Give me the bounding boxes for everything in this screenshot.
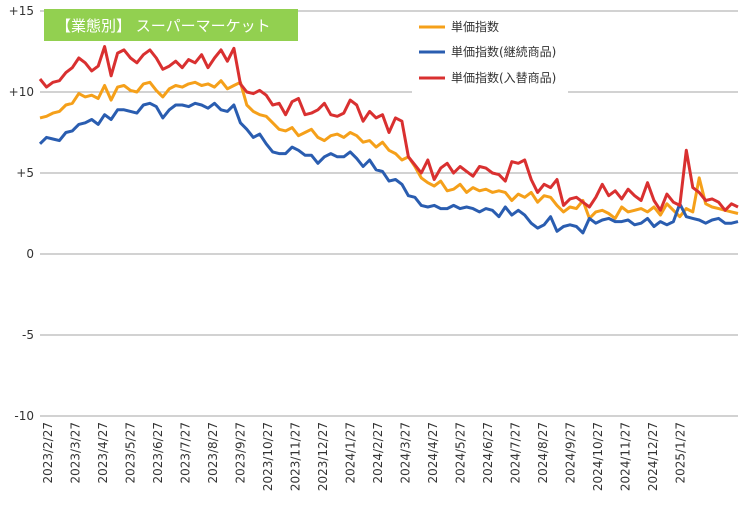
series-line-2 bbox=[38, 101, 739, 235]
x-tick-label: 2023/10/27 bbox=[261, 422, 275, 491]
series-lines bbox=[38, 45, 739, 235]
x-tick-label: 2023/5/27 bbox=[124, 422, 138, 484]
x-tick-label: 2024/1/27 bbox=[344, 422, 358, 484]
x-tick-label: 2024/4/27 bbox=[426, 422, 440, 484]
y-tick-label: +15 bbox=[9, 4, 34, 18]
x-tick-label: 2023/7/27 bbox=[179, 422, 193, 484]
y-tick-label: -10 bbox=[14, 409, 34, 423]
gridlines bbox=[40, 10, 738, 417]
x-tick-label: 2023/8/27 bbox=[206, 422, 220, 484]
x-tick-label: 2024/9/27 bbox=[564, 422, 578, 484]
x-tick-label: 2024/11/27 bbox=[619, 422, 633, 491]
series-line-3 bbox=[38, 45, 739, 212]
y-tick-label: 0 bbox=[26, 247, 34, 261]
chart-title: 【業態別】 スーパーマーケット bbox=[56, 17, 271, 35]
x-tick-label: 2024/7/27 bbox=[509, 422, 523, 484]
x-tick-label: 2024/2/27 bbox=[371, 422, 385, 484]
chart-title-background bbox=[44, 9, 298, 41]
legend-label: 単価指数(継続商品) bbox=[451, 44, 556, 59]
x-tick-label: 2023/2/27 bbox=[41, 422, 55, 484]
x-tick-label: 2023/4/27 bbox=[96, 422, 110, 484]
legend-label: 単価指数 bbox=[451, 19, 499, 34]
x-axis-ticks: 2023/2/27 2023/3/27 2023/4/27 2023/5/27 2023… bbox=[41, 422, 688, 491]
x-tick-label: 2024/12/27 bbox=[646, 422, 660, 491]
legend-label: 単価指数(入替商品) bbox=[451, 70, 556, 85]
x-tick-label: 2023/6/27 bbox=[151, 422, 165, 484]
x-tick-label: 2023/11/27 bbox=[289, 422, 303, 491]
y-tick-label: +10 bbox=[9, 85, 34, 99]
x-tick-label: 2023/3/27 bbox=[69, 422, 83, 484]
series-line-1 bbox=[39, 79, 739, 220]
chart-title-box: 【業態別】 スーパーマーケット bbox=[44, 9, 298, 41]
y-tick-label: +5 bbox=[16, 166, 34, 180]
x-tick-label: 2023/9/27 bbox=[234, 422, 248, 484]
x-tick-label: 2024/8/27 bbox=[536, 422, 550, 484]
x-tick-label: 2025/1/27 bbox=[674, 422, 688, 484]
y-tick-label: -5 bbox=[22, 328, 34, 342]
y-axis-ticks: +15 +10 +5 0 -5 -10 bbox=[9, 4, 34, 423]
x-tick-label: 2024/5/27 bbox=[454, 422, 468, 484]
x-tick-label: 2023/12/27 bbox=[316, 422, 330, 491]
x-tick-label: 2024/3/27 bbox=[399, 422, 413, 484]
x-tick-label: 2024/10/27 bbox=[591, 422, 605, 491]
x-tick-label: 2024/6/27 bbox=[481, 422, 495, 484]
